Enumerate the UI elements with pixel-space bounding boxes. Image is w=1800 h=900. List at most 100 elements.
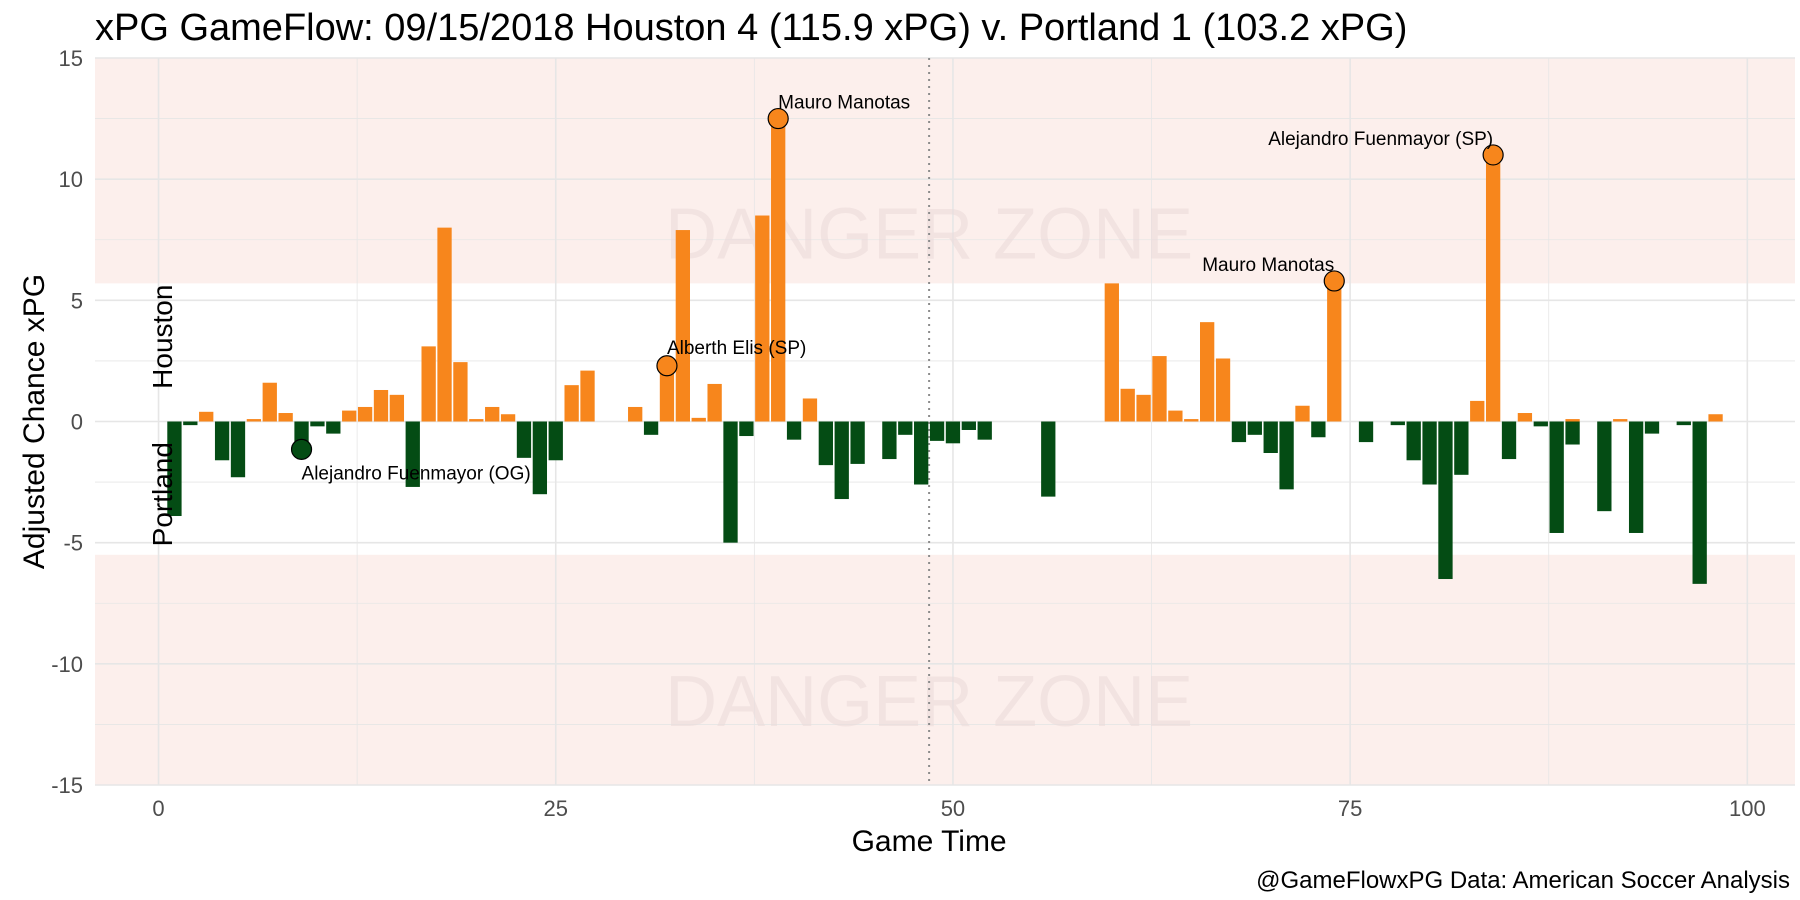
chart-title: xPG GameFlow: 09/15/2018 Houston 4 (115.…: [95, 7, 1407, 49]
bar-houston: [437, 227, 452, 422]
bar-portland: [326, 421, 341, 434]
bar-houston: [1104, 283, 1119, 422]
x-tick-label: 0: [152, 796, 164, 821]
goal-annotation: Mauro Manotas: [1202, 255, 1334, 276]
x-axis-ticks: 0 25 50 75 100: [152, 796, 1765, 821]
goal-marker: [290, 438, 313, 460]
y-tick-label: 10: [59, 167, 83, 192]
bar-portland: [882, 421, 897, 460]
bar-houston: [580, 370, 595, 422]
bar-portland: [167, 421, 182, 517]
bar-portland: [850, 421, 865, 464]
bar-houston: [1200, 322, 1215, 422]
bar-portland: [945, 421, 961, 444]
bars: [167, 118, 1723, 584]
bar-houston: [628, 406, 643, 422]
bar-houston: [771, 118, 786, 422]
x-tick-label: 25: [544, 796, 568, 821]
bar-portland: [1438, 421, 1453, 580]
caption: @GameFlowxPG Data: American Soccer Analy…: [1256, 867, 1790, 894]
goal-marker: [656, 355, 678, 377]
goal-marker: [1323, 270, 1345, 292]
y-tick-label: -10: [51, 652, 83, 677]
bar-portland: [1676, 421, 1691, 426]
bar-houston: [1327, 280, 1342, 422]
bar-portland: [1644, 421, 1660, 434]
goal-markers: [290, 107, 1504, 460]
x-axis-title: Game Time: [852, 825, 1007, 858]
bar-portland: [1390, 421, 1405, 426]
bar-houston: [1708, 414, 1723, 422]
bar-houston: [675, 230, 690, 422]
goal-annotation: Alberth Elis (SP): [667, 338, 806, 359]
bar-houston: [755, 215, 770, 422]
bar-portland: [834, 421, 849, 500]
bar-portland: [405, 421, 420, 487]
bar-houston: [246, 419, 262, 422]
bar-portland: [1597, 421, 1612, 512]
goal-marker: [1482, 144, 1504, 166]
bar-portland: [1692, 421, 1707, 584]
bar-houston: [1136, 394, 1151, 422]
y-tick-label: -5: [63, 531, 83, 556]
bar-houston: [421, 346, 436, 422]
bar-houston: [453, 362, 468, 422]
goal-annotation: Mauro Manotas: [778, 93, 910, 114]
bar-portland: [532, 421, 548, 495]
bar-portland: [961, 421, 976, 430]
y-tick-label: 0: [71, 410, 83, 435]
bar-portland: [1406, 421, 1421, 461]
bar-portland: [516, 421, 532, 458]
bar-portland: [1279, 421, 1294, 490]
bar-portland: [977, 421, 992, 440]
bar-houston: [342, 410, 357, 422]
team-label-portland: Portland: [147, 442, 178, 546]
bar-houston: [373, 389, 389, 422]
bar-portland: [818, 421, 833, 466]
bar-houston: [469, 419, 484, 422]
bar-houston: [1565, 419, 1580, 422]
y-tick-label: 5: [71, 288, 83, 313]
bar-houston: [1215, 358, 1231, 422]
bar-portland: [786, 421, 802, 440]
bar-houston: [357, 406, 373, 422]
bar-houston: [262, 382, 277, 422]
bar-portland: [914, 421, 929, 485]
bar-portland: [1454, 421, 1469, 475]
danger-zone-lower: [95, 554, 1795, 785]
x-tick-label: 100: [1729, 796, 1766, 821]
y-axis-ticks: -15 -10 -5 0 5 10 15: [51, 46, 83, 798]
plot-background: [95, 58, 1795, 785]
bar-portland: [548, 421, 563, 461]
bar-portland: [1263, 421, 1278, 454]
bar-portland: [1549, 421, 1564, 533]
bar-portland: [310, 421, 325, 427]
bar-portland: [1422, 421, 1437, 485]
bar-portland: [183, 421, 198, 426]
bar-houston: [500, 414, 516, 422]
bar-houston: [1184, 419, 1199, 422]
x-tick-label: 50: [941, 796, 965, 821]
bar-houston: [1485, 154, 1501, 422]
x-tick-label: 75: [1338, 796, 1362, 821]
bar-portland: [1041, 421, 1056, 497]
y-axis-title: Adjusted Chance xPG: [18, 274, 51, 569]
bar-portland: [1231, 421, 1247, 443]
bar-houston: [278, 413, 293, 422]
bar-houston: [485, 406, 500, 422]
bar-houston: [691, 417, 706, 422]
bar-houston: [1470, 400, 1485, 422]
bar-portland: [230, 421, 246, 478]
bar-portland: [898, 421, 913, 435]
bar-portland: [1501, 421, 1517, 460]
bar-portland: [1247, 421, 1262, 435]
bar-portland: [643, 421, 659, 435]
bar-houston: [659, 365, 675, 422]
bar-houston: [389, 394, 405, 422]
y-tick-label: 15: [59, 46, 83, 71]
bar-houston: [1613, 419, 1628, 422]
bar-houston: [1168, 410, 1183, 422]
bar-portland: [739, 421, 754, 437]
bar-houston: [1120, 388, 1135, 422]
